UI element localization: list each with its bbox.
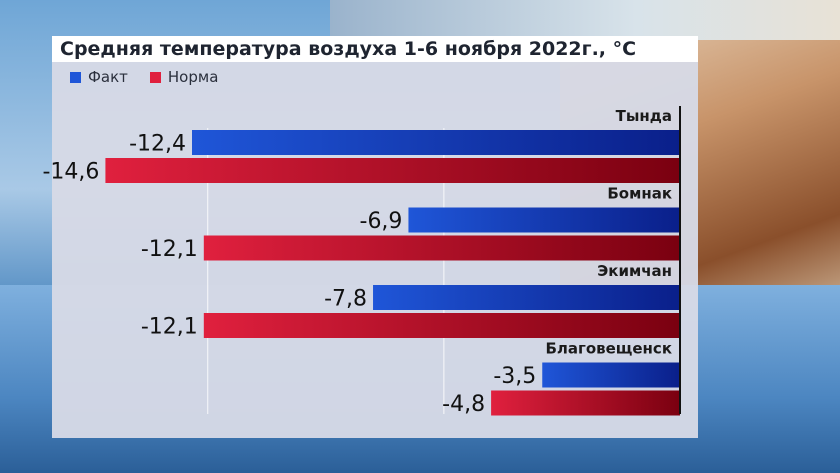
legend-swatch-norm <box>149 71 161 83</box>
bar-norm <box>203 235 680 261</box>
data-label-fact: -7,8 <box>324 287 367 312</box>
bar-norm <box>491 390 680 416</box>
category-label: Тында <box>616 107 672 125</box>
bar-norm <box>203 313 680 338</box>
legend-item-norm: Норма <box>149 68 219 86</box>
title-bar <box>52 36 698 62</box>
data-label-fact: -12,4 <box>129 132 186 157</box>
data-label-norm: -12,1 <box>141 315 198 340</box>
bar-norm <box>105 158 680 183</box>
data-label-norm: -14,6 <box>42 160 99 185</box>
background-ice-top <box>330 0 840 40</box>
data-label-norm: -4,8 <box>442 392 485 417</box>
bar-fact <box>192 130 680 155</box>
legend-label-fact: Факт <box>88 68 128 86</box>
chart-title: Средняя температура воздуха 1-6 ноября 2… <box>60 38 637 60</box>
bar-fact <box>542 362 680 388</box>
legend-label-norm: Норма <box>167 68 219 86</box>
category-label: Благовещенск <box>545 340 672 358</box>
category-label: Экимчан <box>597 262 672 280</box>
data-label-fact: -3,5 <box>493 364 536 389</box>
data-label-fact: -6,9 <box>360 209 403 234</box>
bar-fact <box>408 207 680 233</box>
bar-fact <box>373 285 680 310</box>
legend-swatch-fact <box>70 71 81 83</box>
data-label-norm: -12,1 <box>141 237 198 262</box>
legend-item-fact: Факт <box>70 68 128 86</box>
legend: Факт Норма <box>70 68 240 86</box>
category-label: Бомнак <box>607 185 672 203</box>
